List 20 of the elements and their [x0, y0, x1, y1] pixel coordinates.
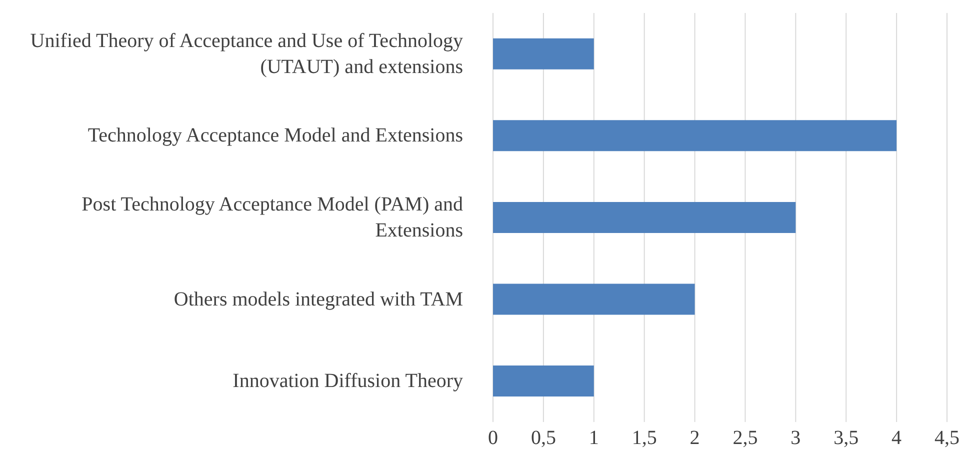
bar: [493, 284, 695, 315]
x-tick-label: 1: [588, 427, 599, 450]
bar: [493, 366, 594, 397]
y-tick-label: Innovation Diffusion Theory: [232, 370, 463, 392]
x-tick-label: 0,5: [530, 427, 556, 450]
x-tick-label: 1,5: [632, 427, 657, 450]
x-tick-label: 3,5: [834, 427, 859, 450]
y-tick-label: Technology Acceptance Model and Extensions: [88, 124, 464, 147]
y-tick-label: Unified Theory of Acceptance and Use of Technology (UTAUT) and extensions: [30, 30, 464, 78]
x-tick-label: 4: [892, 427, 902, 450]
x-tick-label: 2,5: [732, 427, 758, 450]
x-tick-label: 0: [488, 427, 498, 450]
bar: [493, 202, 796, 233]
x-tick-label: 2: [690, 427, 700, 450]
y-tick-label: Post Technology Acceptance Model (PAM) and Extensions: [82, 194, 464, 242]
x-tick-label: 4,5: [934, 427, 960, 450]
bar: [493, 120, 897, 152]
y-tick-label: Others models integrated with TAM: [174, 288, 464, 310]
x-tick-label: 3: [790, 427, 801, 450]
bar: [493, 38, 594, 70]
